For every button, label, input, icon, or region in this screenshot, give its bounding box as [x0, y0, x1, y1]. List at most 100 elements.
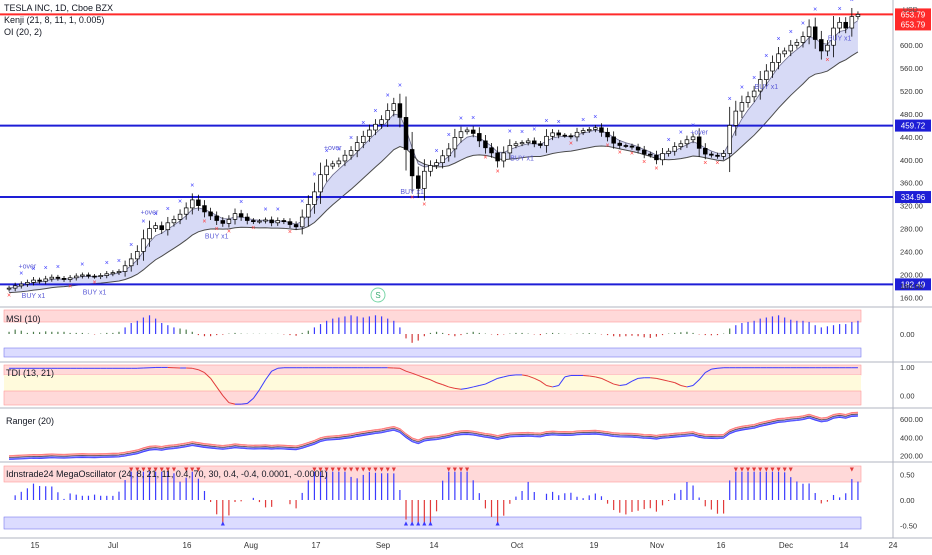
- candle-body: [129, 259, 133, 266]
- price-tick-label: 360.00: [900, 179, 923, 188]
- currency-label: USD: [903, 7, 918, 14]
- candle-body: [166, 223, 170, 230]
- candle-body: [374, 124, 378, 130]
- candle-body: [343, 155, 347, 161]
- time-tick-label: 24: [889, 541, 898, 550]
- time-tick-label: Nov: [650, 541, 664, 550]
- signal-cross: ×: [215, 226, 219, 233]
- candle-body: [7, 288, 11, 289]
- mega-bottom-triangle: ▲: [219, 521, 226, 528]
- signal-cross: ×: [630, 151, 634, 158]
- time-tick-label: 17: [312, 541, 321, 550]
- candle-body: [844, 22, 848, 28]
- candle-body: [429, 166, 433, 172]
- signal-cross: ×: [105, 260, 109, 267]
- candle-body: [99, 276, 103, 277]
- candle-body: [111, 273, 115, 274]
- candle-body: [477, 133, 481, 140]
- candle-body: [282, 221, 286, 222]
- signal-cross: ×: [679, 129, 683, 136]
- annotation-buy: BUY x1: [400, 189, 424, 196]
- mega-bottom-triangle: ▲: [494, 521, 501, 528]
- mega-title: Idnstrade24 MegaOscillator (24, 8, 21, 1…: [6, 469, 328, 479]
- candle-body: [557, 133, 561, 135]
- signal-cross: ×: [117, 258, 121, 265]
- candle-body: [618, 143, 622, 145]
- candle-body: [361, 136, 365, 142]
- candle-body: [93, 276, 97, 277]
- candle-body: [826, 45, 830, 51]
- signal-cross: ×: [129, 242, 133, 249]
- signal-cross: ×: [838, 6, 842, 13]
- time-tick-label: 14: [430, 541, 439, 550]
- candle-body: [795, 42, 799, 45]
- candle-body: [13, 286, 17, 288]
- candle-body: [178, 214, 182, 219]
- signal-cross: ×: [557, 119, 561, 126]
- candle-body: [459, 132, 463, 138]
- symbol-title[interactable]: TESLA INC, 1D, Cboe BZX: [4, 3, 113, 13]
- candle-body: [288, 222, 292, 225]
- candle-body: [819, 40, 823, 51]
- msi-tick-label: 0.00: [900, 330, 915, 339]
- signal-cross: ×: [202, 218, 206, 225]
- tdi-title: TDI (13, 21): [6, 368, 54, 378]
- candle-body: [50, 277, 54, 279]
- annotation-buy: BUY x1: [828, 35, 852, 42]
- candle-body: [764, 71, 768, 80]
- tdi-line-segment: [241, 404, 247, 405]
- candle-body: [276, 221, 280, 223]
- candle-body: [593, 128, 597, 130]
- signal-cross: ×: [68, 283, 72, 290]
- ranger-tick-label: 400.00: [900, 433, 923, 442]
- candle-body: [661, 153, 665, 159]
- signal-cross: ×: [715, 160, 719, 167]
- candle-body: [722, 153, 726, 156]
- candle-body: [532, 141, 536, 144]
- signal-cross: ×: [483, 155, 487, 162]
- price-tick-label: 180.00: [900, 282, 923, 291]
- candle-body: [679, 144, 683, 147]
- candle-body: [233, 214, 237, 220]
- candle-body: [154, 226, 158, 229]
- signal-cross: ×: [740, 85, 744, 92]
- candle-body: [87, 275, 91, 276]
- signal-cross: ×: [581, 117, 585, 124]
- candle-body: [465, 130, 469, 132]
- candle-body: [203, 206, 207, 212]
- candle-body: [239, 214, 243, 217]
- candle-body: [349, 151, 353, 156]
- signal-cross: ×: [593, 114, 597, 121]
- oi-indicator-label[interactable]: OI (20, 2): [4, 27, 42, 37]
- candle-body: [520, 143, 524, 144]
- time-tick-label: Oct: [511, 541, 524, 550]
- candle-body: [642, 150, 646, 154]
- candle-body: [856, 14, 860, 16]
- candle-body: [514, 144, 518, 146]
- candle-body: [172, 219, 176, 222]
- ranger-title: Ranger (20): [6, 416, 54, 426]
- price-tick-label: 280.00: [900, 225, 923, 234]
- annotation-buy: BUY x1: [510, 156, 534, 163]
- ranger-tick-label: 600.00: [900, 415, 923, 424]
- candle-body: [196, 200, 200, 206]
- signal-cross: ×: [520, 129, 524, 136]
- candle-body: [740, 103, 744, 112]
- candle-body: [484, 141, 488, 148]
- candle-body: [25, 282, 29, 284]
- price-tick-label: 560.00: [900, 64, 923, 73]
- signal-cross: ×: [80, 262, 84, 269]
- candle-body: [813, 27, 817, 40]
- candle-body: [606, 132, 610, 137]
- signal-cross: ×: [459, 116, 463, 123]
- candle-body: [551, 133, 555, 136]
- price-tick-label: 480.00: [900, 110, 923, 119]
- candle-body: [453, 137, 457, 148]
- price-tick-label: 600.00: [900, 41, 923, 50]
- tdi-line-segment: [510, 375, 516, 376]
- candle-body: [404, 117, 408, 149]
- kenji-indicator-label[interactable]: Kenji (21, 8, 11, 1, 0.005): [4, 15, 104, 25]
- candle-body: [801, 37, 805, 43]
- candle-body: [410, 149, 414, 175]
